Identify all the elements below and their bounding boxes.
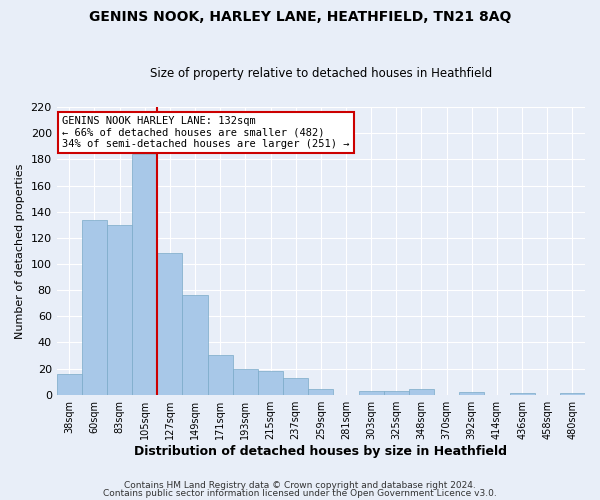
Bar [182,296,208,394]
Bar [258,371,283,394]
X-axis label: Distribution of detached houses by size in Heathfield: Distribution of detached houses by size … [134,444,508,458]
Title: Size of property relative to detached houses in Heathfield: Size of property relative to detached ho… [150,66,492,80]
Text: GENINS NOOK HARLEY LANE: 132sqm
← 66% of detached houses are smaller (482)
34% o: GENINS NOOK HARLEY LANE: 132sqm ← 66% of… [62,116,349,149]
Bar [82,220,107,394]
Bar [308,390,334,394]
Bar [56,374,82,394]
Bar [409,390,434,394]
Text: Contains HM Land Registry data © Crown copyright and database right 2024.: Contains HM Land Registry data © Crown c… [124,481,476,490]
Bar [359,391,384,394]
Y-axis label: Number of detached properties: Number of detached properties [15,163,25,338]
Text: Contains public sector information licensed under the Open Government Licence v3: Contains public sector information licen… [103,488,497,498]
Bar [107,224,132,394]
Bar [459,392,484,394]
Bar [157,254,182,394]
Bar [384,391,409,394]
Bar [132,154,157,394]
Bar [233,368,258,394]
Bar [208,356,233,395]
Bar [283,378,308,394]
Text: GENINS NOOK, HARLEY LANE, HEATHFIELD, TN21 8AQ: GENINS NOOK, HARLEY LANE, HEATHFIELD, TN… [89,10,511,24]
